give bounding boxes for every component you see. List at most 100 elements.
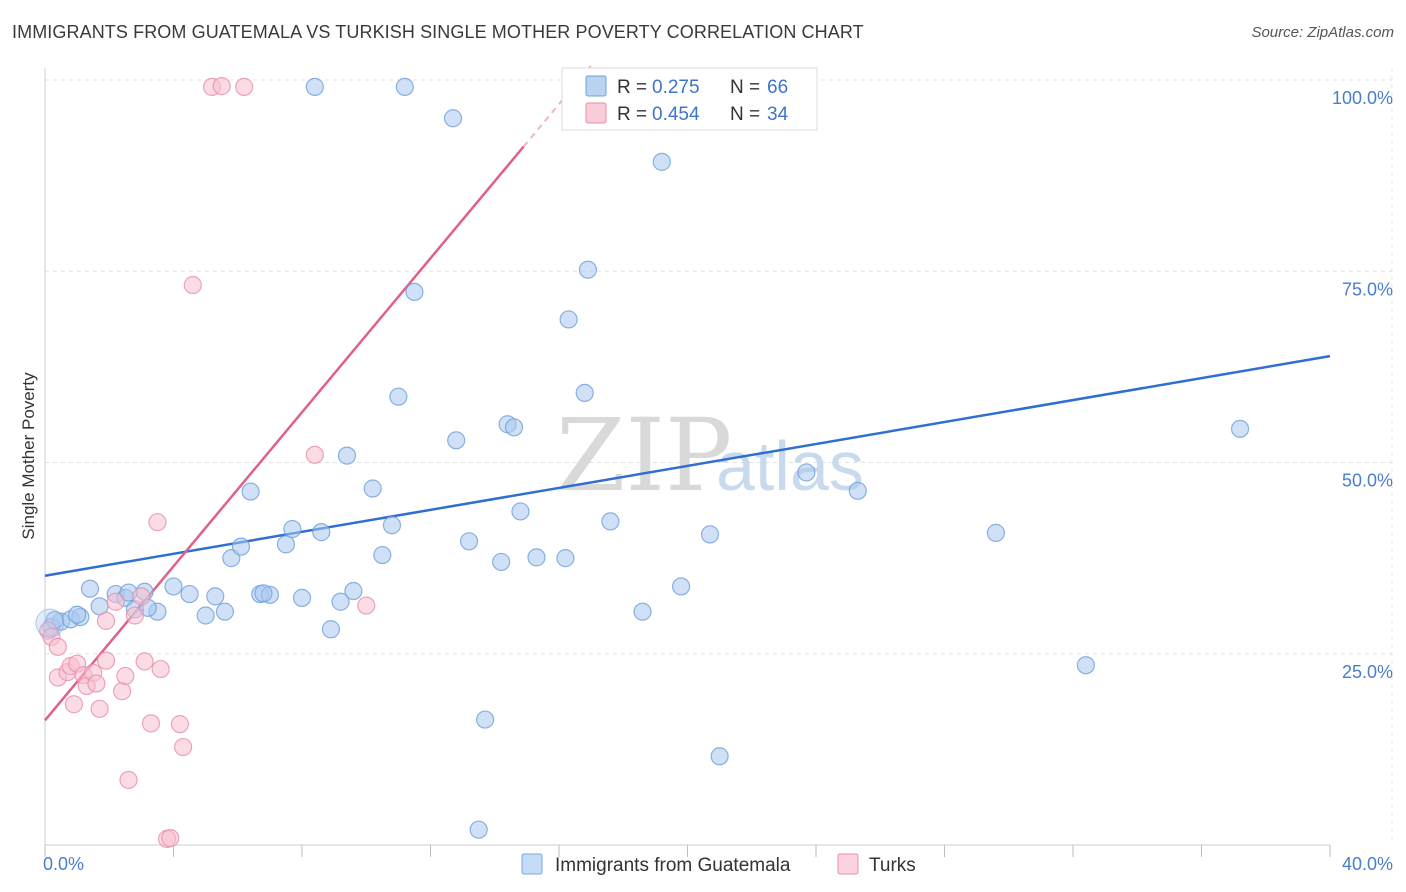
point-guatemala: [389, 387, 408, 406]
point-turks: [64, 695, 84, 714]
point-guatemala: [556, 549, 575, 568]
point-guatemala: [80, 579, 100, 598]
point-guatemala: [337, 446, 357, 465]
legend-r-label-turks: R =: [617, 104, 647, 125]
point-turks: [48, 637, 67, 656]
point-guatemala: [633, 602, 652, 621]
point-turks: [96, 611, 116, 630]
point-guatemala: [671, 577, 691, 596]
tick-labels: 25.0% 50.0% 75.0% 100.0% 0.0% 40.0%: [43, 88, 1393, 874]
point-turks: [116, 666, 135, 686]
chart-title: IMMIGRANTS FROM GUATEMALA VS TURKISH SIN…: [12, 22, 864, 42]
point-guatemala: [527, 548, 546, 567]
legend-n-value-turks: 34: [767, 104, 789, 125]
x-tick-label: 0.0%: [43, 854, 84, 874]
point-turks: [135, 652, 154, 671]
point-turks: [125, 606, 145, 625]
point-turks: [161, 829, 180, 848]
point-turks: [235, 77, 254, 96]
legend-n-label-guatemala: N =: [730, 77, 760, 98]
x-tick-label: 40.0%: [1342, 854, 1393, 874]
point-turks: [106, 592, 125, 611]
point-turks: [112, 682, 132, 701]
legend-n-value-guatemala: 66: [767, 77, 788, 98]
point-turks: [183, 275, 202, 295]
point-guatemala: [652, 152, 671, 171]
point-guatemala: [511, 502, 530, 521]
point-turks: [132, 587, 151, 606]
point-guatemala: [382, 516, 402, 535]
point-guatemala: [469, 820, 488, 839]
y-axis-title: Single Mother Poverty: [19, 372, 38, 540]
point-guatemala: [283, 519, 302, 539]
point-guatemala: [215, 602, 234, 621]
y-tick-label: 25.0%: [1342, 662, 1393, 682]
point-guatemala: [321, 620, 341, 639]
point-guatemala: [164, 577, 183, 596]
y-tick-label: 75.0%: [1342, 279, 1393, 299]
point-guatemala: [797, 463, 816, 482]
trend-line-guatemala: [44, 354, 1331, 577]
bottom-legend: Immigrants from Guatemala Turks: [521, 853, 916, 876]
trend-line-turks: [44, 145, 525, 722]
legend: R = 0.275 N = 66 R = 0.454 N = 34: [561, 67, 818, 131]
watermark: ZIP atlas: [556, 397, 864, 514]
point-turks: [174, 737, 193, 757]
y-tick-label: 50.0%: [1342, 471, 1393, 491]
point-turks: [212, 77, 231, 96]
point-guatemala: [443, 109, 463, 128]
point-turks: [87, 674, 106, 693]
point-guatemala: [1076, 656, 1095, 675]
point-guatemala: [395, 77, 414, 96]
data-points: [35, 77, 1250, 848]
point-turks: [90, 699, 109, 718]
point-guatemala: [601, 512, 620, 531]
point-guatemala: [373, 545, 392, 565]
point-guatemala: [986, 523, 1006, 542]
y-tick-label: 100.0%: [1332, 88, 1393, 108]
point-guatemala-cluster: [35, 608, 65, 638]
source-label: Source: ZipAtlas.com: [1251, 24, 1394, 41]
point-guatemala: [447, 431, 466, 450]
axes: [44, 68, 1331, 857]
point-turks: [148, 513, 167, 532]
legend-r-value-guatemala: 0.275: [652, 77, 700, 98]
point-turks: [151, 659, 170, 679]
point-guatemala: [710, 747, 729, 766]
point-guatemala: [305, 77, 324, 96]
point-guatemala: [459, 532, 479, 551]
bottom-legend-label-guatemala: Immigrants from Guatemala: [555, 855, 791, 876]
point-guatemala: [1230, 419, 1250, 438]
point-guatemala: [292, 588, 312, 608]
point-turks: [170, 715, 190, 734]
point-turks: [96, 651, 116, 670]
point-turks: [119, 770, 138, 790]
point-guatemala: [68, 605, 87, 624]
point-guatemala: [196, 606, 215, 625]
point-guatemala: [476, 710, 495, 729]
grid: [45, 68, 1393, 845]
legend-r-label-guatemala: R =: [617, 77, 647, 98]
trend-lines: [44, 64, 1331, 722]
point-guatemala: [254, 584, 273, 603]
legend-swatch-turks: [585, 102, 607, 124]
point-guatemala: [206, 587, 225, 606]
point-guatemala: [231, 537, 251, 556]
point-guatemala: [331, 592, 350, 611]
bottom-legend-label-turks: Turks: [869, 855, 916, 876]
point-turks: [141, 714, 161, 733]
point-guatemala: [700, 525, 720, 544]
legend-n-label-turks: N =: [730, 104, 760, 125]
point-turks: [305, 445, 324, 464]
point-guatemala: [276, 535, 296, 554]
watermark-zip: ZIP: [556, 397, 732, 514]
point-guatemala: [559, 310, 578, 329]
point-guatemala: [492, 552, 511, 572]
legend-swatch-guatemala: [585, 75, 607, 97]
point-guatemala: [848, 481, 867, 500]
point-guatemala: [312, 523, 331, 542]
point-turks: [357, 596, 376, 615]
point-guatemala: [363, 479, 382, 498]
point-guatemala: [180, 584, 199, 604]
